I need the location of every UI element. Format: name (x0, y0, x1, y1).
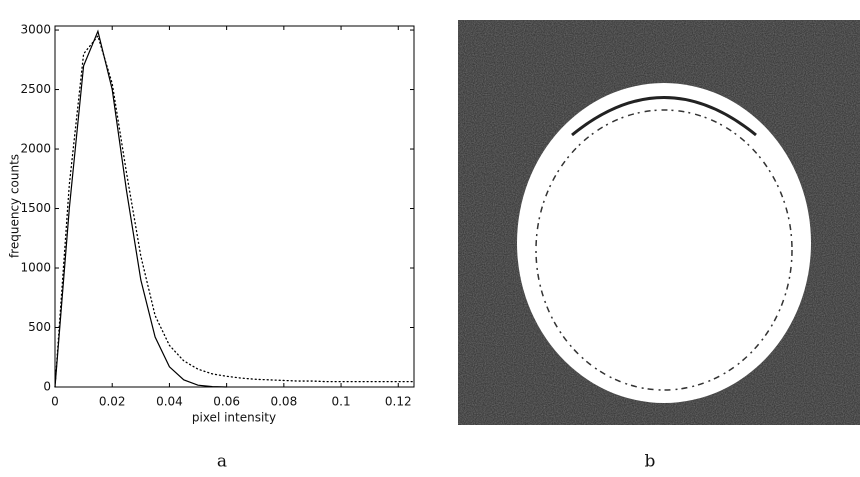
x-tick-label: 0 (51, 395, 59, 409)
x-tick-label: 0.02 (99, 395, 126, 409)
panel-label: a (217, 452, 227, 472)
plot-frame (54, 25, 415, 388)
x-axis-label: pixel intensity (192, 411, 276, 425)
series-line (54, 34, 414, 388)
y-tick-label: 2000 (20, 142, 51, 156)
x-tick-label: 0.06 (213, 395, 240, 409)
skull-outer (517, 83, 811, 403)
y-tick-label: 1000 (20, 261, 51, 275)
x-tick-label: 0.08 (270, 395, 297, 409)
y-tick-label: 3000 (20, 23, 51, 37)
panel-label: b (645, 452, 656, 472)
x-tick-label: 0.04 (156, 395, 183, 409)
x-tick-label: 0.1 (332, 395, 351, 409)
y-tick-label: 1500 (20, 201, 51, 215)
y-axis-label: frequency counts (8, 154, 22, 258)
y-tick-label: 0 (43, 380, 51, 394)
y-tick-label: 500 (28, 320, 51, 334)
skull-inner-edge (535, 109, 793, 391)
x-tick-label: 0.12 (385, 395, 412, 409)
series-line (54, 29, 227, 388)
skull-edge-top (571, 96, 757, 137)
head-image (458, 20, 860, 425)
y-tick-label: 2500 (20, 82, 51, 96)
